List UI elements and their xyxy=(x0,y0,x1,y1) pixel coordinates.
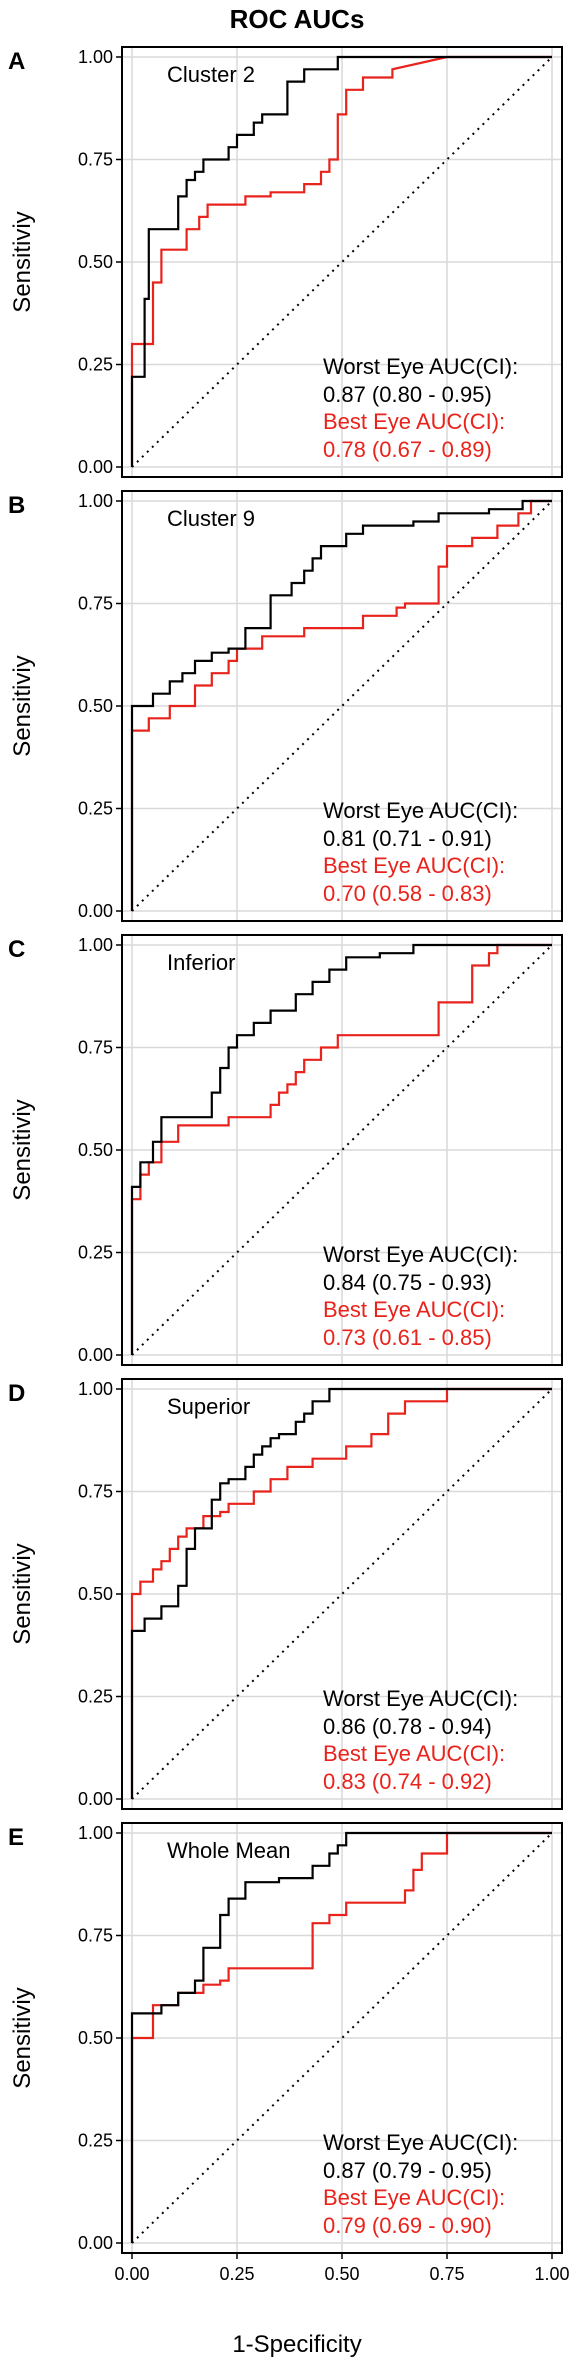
y-tick-label: 1.00 xyxy=(78,1379,113,1399)
best-eye-auc-heading: Best Eye AUC(CI): xyxy=(323,853,505,878)
panel-label: Superior xyxy=(167,1394,250,1419)
y-tick-label: 1.00 xyxy=(78,491,113,511)
x-tick-label: 0.25 xyxy=(219,2264,254,2284)
best-eye-auc-heading: Best Eye AUC(CI): xyxy=(323,2185,505,2210)
y-tick-label: 0.00 xyxy=(78,1789,113,1809)
worst-eye-auc-heading: Worst Eye AUC(CI): xyxy=(323,1242,518,1267)
y-axis-label: Sensitiviy xyxy=(9,1099,36,1200)
worst-eye-auc-heading: Worst Eye AUC(CI): xyxy=(323,2130,518,2155)
worst-eye-auc-value: 0.87 (0.80 - 0.95) xyxy=(323,382,492,407)
panel-letter: C xyxy=(8,936,25,963)
y-tick-label: 0.25 xyxy=(78,355,113,375)
best-eye-auc-value: 0.73 (0.61 - 0.85) xyxy=(323,1325,492,1350)
worst-eye-auc-value: 0.84 (0.75 - 0.93) xyxy=(323,1270,492,1295)
panel-letter: D xyxy=(8,1380,25,1407)
y-tick-label: 1.00 xyxy=(78,1823,113,1843)
worst-eye-curve xyxy=(130,943,552,1355)
y-tick-label: 0.50 xyxy=(78,252,113,272)
best-eye-curve xyxy=(130,943,552,1355)
panel-c: 0.00 0.25 0.50 0.75 1.00 Sensitiviy C Inferior W… xyxy=(8,934,563,1366)
panel-a: 0.00 0.25 0.50 0.75 1.00 Sensitiviy A Cluster 2… xyxy=(8,46,563,478)
panel-label: Cluster 9 xyxy=(167,506,255,531)
best-eye-curve xyxy=(130,55,552,467)
panel-label: Inferior xyxy=(167,950,235,975)
panel-letter: E xyxy=(8,1824,24,1851)
y-tick-label: 0.50 xyxy=(78,1140,113,1160)
figure-title: ROC AUCs xyxy=(230,4,365,34)
y-tick-label: 1.00 xyxy=(78,47,113,67)
y-tick-label: 1.00 xyxy=(78,935,113,955)
worst-eye-auc-value: 0.86 (0.78 - 0.94) xyxy=(323,1714,492,1739)
worst-eye-auc-heading: Worst Eye AUC(CI): xyxy=(323,1686,518,1711)
panel-b: 0.00 0.25 0.50 0.75 1.00 Sensitiviy B Cluster 9… xyxy=(8,490,563,922)
y-tick-label: 0.00 xyxy=(78,901,113,921)
y-tick-label: 0.25 xyxy=(78,1687,113,1707)
best-eye-auc-heading: Best Eye AUC(CI): xyxy=(323,1741,505,1766)
y-tick-label: 0.75 xyxy=(78,1926,113,1946)
y-tick-label: 0.50 xyxy=(78,2028,113,2048)
y-tick-label: 0.75 xyxy=(78,1482,113,1502)
y-tick-label: 0.25 xyxy=(78,2131,113,2151)
y-tick-label: 0.00 xyxy=(78,2233,113,2253)
best-eye-auc-value: 0.79 (0.69 - 0.90) xyxy=(323,2213,492,2238)
panel-label: Whole Mean xyxy=(167,1838,291,1863)
panel-d: 0.00 0.25 0.50 0.75 1.00 Sensitiviy D Superior W… xyxy=(8,1378,563,1810)
best-eye-auc-value: 0.83 (0.74 - 0.92) xyxy=(323,1769,492,1794)
worst-eye-curve xyxy=(130,1387,552,1799)
best-eye-curve xyxy=(130,499,552,911)
best-eye-auc-heading: Best Eye AUC(CI): xyxy=(323,409,505,434)
x-tick-label: 0.75 xyxy=(429,2264,464,2284)
x-tick-label: 0.50 xyxy=(324,2264,359,2284)
y-axis-label: Sensitiviy xyxy=(9,655,36,756)
x-tick-label: 0.00 xyxy=(114,2264,149,2284)
y-tick-label: 0.50 xyxy=(78,1584,113,1604)
y-tick-label: 0.50 xyxy=(78,696,113,716)
panel-e: 0.00 0.25 0.50 0.75 1.00 Sensitiviy E Whole Mea… xyxy=(8,1822,570,2284)
y-tick-label: 0.00 xyxy=(78,457,113,477)
best-eye-curve xyxy=(130,1387,552,1799)
best-eye-auc-value: 0.70 (0.58 - 0.83) xyxy=(323,881,492,906)
best-eye-auc-heading: Best Eye AUC(CI): xyxy=(323,1297,505,1322)
worst-eye-curve xyxy=(130,1831,552,2243)
y-tick-label: 0.25 xyxy=(78,1243,113,1263)
y-axis-label: Sensitiviy xyxy=(9,1543,36,1644)
worst-eye-auc-value: 0.81 (0.71 - 0.91) xyxy=(323,826,492,851)
y-axis-label: Sensitiviy xyxy=(9,1987,36,2088)
y-axis-label: Sensitiviy xyxy=(9,211,36,312)
worst-eye-curve xyxy=(130,499,552,911)
x-tick-label: 1.00 xyxy=(534,2264,569,2284)
y-tick-label: 0.25 xyxy=(78,799,113,819)
best-eye-auc-value: 0.78 (0.67 - 0.89) xyxy=(323,437,492,462)
y-tick-label: 0.00 xyxy=(78,1345,113,1365)
y-tick-label: 0.75 xyxy=(78,1038,113,1058)
worst-eye-auc-value: 0.87 (0.79 - 0.95) xyxy=(323,2158,492,2183)
y-tick-label: 0.75 xyxy=(78,150,113,170)
y-tick-label: 0.75 xyxy=(78,594,113,614)
worst-eye-auc-heading: Worst Eye AUC(CI): xyxy=(323,798,518,823)
panels: 0.00 0.25 0.50 0.75 1.00 Sensitiviy A Cluster 2… xyxy=(8,46,570,2284)
panel-letter: A xyxy=(8,48,25,75)
worst-eye-auc-heading: Worst Eye AUC(CI): xyxy=(323,354,518,379)
worst-eye-curve xyxy=(130,55,552,467)
panel-letter: B xyxy=(8,492,25,519)
panel-label: Cluster 2 xyxy=(167,62,255,87)
x-axis-label: 1-Specificity xyxy=(232,2331,361,2358)
